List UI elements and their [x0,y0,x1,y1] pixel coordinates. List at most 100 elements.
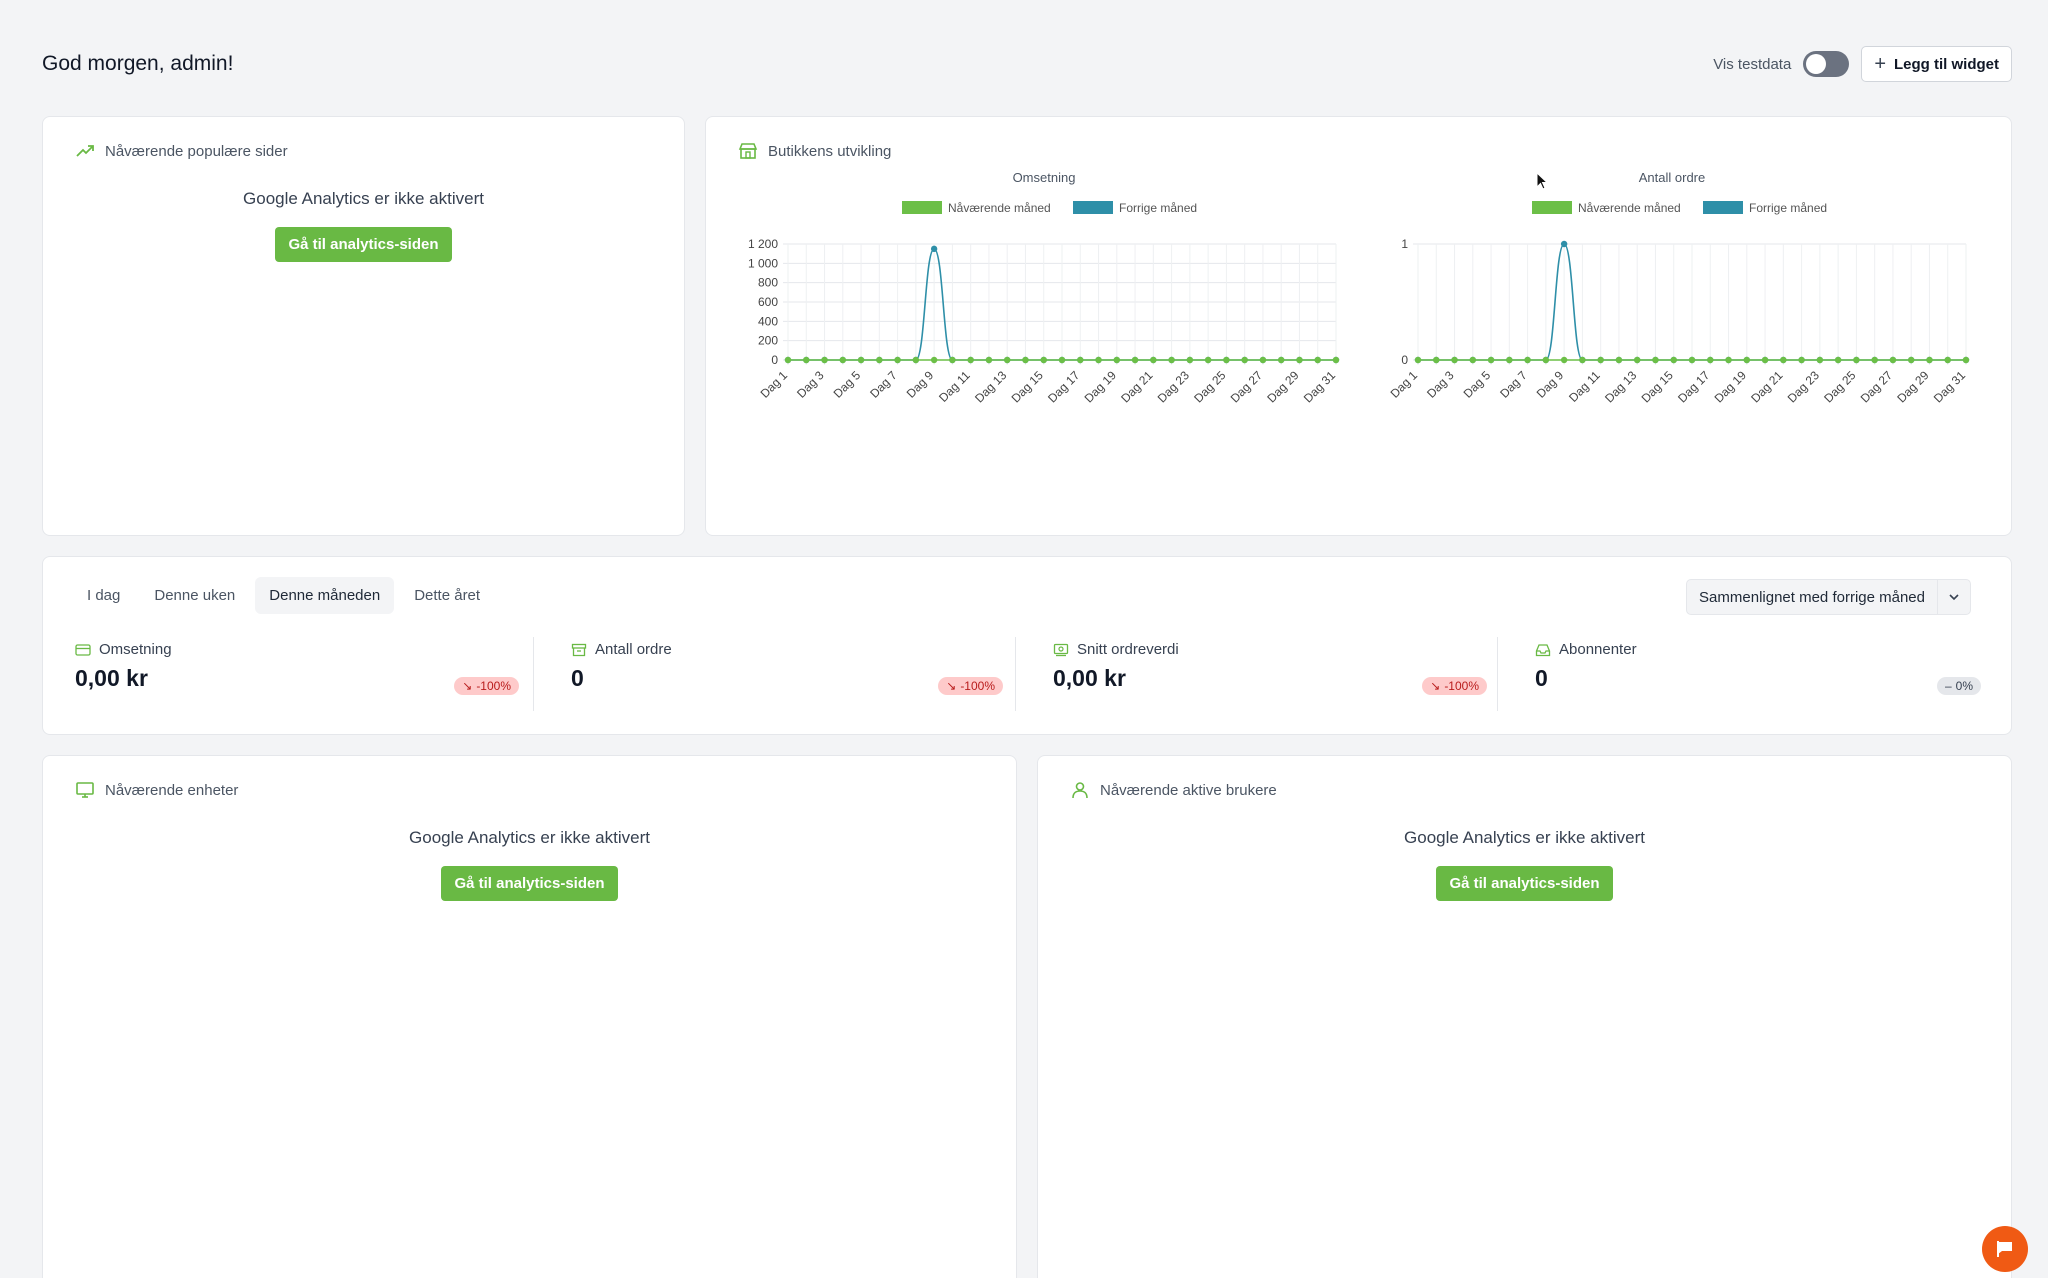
data-point [1095,356,1102,364]
stat-label: Snitt ordreverdi [1077,641,1179,658]
stat-value: 0 [571,665,584,691]
change-value: 0% [1955,679,1973,693]
data-point [1597,356,1604,364]
legend-label: Forrige måned [1119,201,1197,215]
test-data-toggle[interactable] [1803,51,1850,77]
x-tick-label: Dag 27 [1228,368,1265,405]
stats-row: Omsetning 0,00 kr ↘ -100% Antall ordre 0 … [43,631,2011,711]
data-point [1040,356,1047,364]
x-tick-label: Dag 23 [1155,368,1192,405]
card-title: Nåværende aktive brukere [1100,781,1277,799]
data-point [1022,356,1029,364]
data-point [1853,356,1860,364]
data-point [1241,356,1248,364]
x-tick-label: Dag 5 [831,368,864,401]
x-tick-label: Dag 15 [1639,368,1676,405]
data-point [1314,356,1321,364]
y-tick-label: 1 000 [748,256,778,270]
add-widget-button[interactable]: + Legg til widget [1861,46,2012,82]
x-tick-label: Dag 3 [794,368,827,401]
tab-this-year[interactable]: Dette året [414,587,481,604]
x-tick-label: Dag 17 [1675,368,1712,405]
data-point [1962,356,1970,364]
stat-avg-order-value: Snitt ordreverdi 0,00 kr ↘ -100% [1053,631,1487,705]
x-tick-label: Dag 7 [1497,368,1530,401]
data-point [930,245,938,253]
ga-disabled-message: Google Analytics er ikke aktivert [243,189,484,208]
data-point [1168,356,1175,364]
x-tick-label: Dag 9 [1534,368,1567,401]
data-point [1259,356,1267,364]
y-tick-label: 800 [758,276,778,290]
x-tick-label: Dag 19 [1712,368,1749,405]
data-point [1296,356,1303,364]
x-tick-label: Dag 5 [1461,368,1494,401]
legend-label: Nåværende måned [1578,201,1681,215]
data-point [1150,356,1157,364]
legend-swatch [1073,201,1113,214]
data-point [1204,356,1212,364]
y-tick-label: 1 [1401,237,1408,251]
go-to-analytics-button[interactable]: Gå til analytics-siden [1436,866,1613,901]
user-icon [1072,782,1088,799]
change-value: -100% [960,679,995,693]
compare-label: Sammenlignet med forrige måned [1687,580,1938,614]
x-tick-label: Dag 17 [1045,368,1082,405]
x-tick-label: Dag 7 [867,368,900,401]
x-tick-label: Dag 25 [1821,368,1858,405]
data-point [1433,356,1440,364]
x-tick-label: Dag 13 [972,368,1009,405]
go-to-analytics-button[interactable]: Gå til analytics-siden [275,227,452,262]
data-point [876,356,883,364]
trend-down-icon: ↘ [946,679,957,693]
page-header: God morgen, admin! Vis testdata + Legg t… [42,44,2012,84]
compare-select[interactable]: Sammenlignet med forrige måned [1686,579,1971,615]
data-point [1652,356,1659,364]
data-point [1670,356,1677,364]
data-point [1889,356,1897,364]
x-tick-label: Dag 23 [1785,368,1822,405]
chevron-down-icon[interactable] [1938,580,1970,614]
data-point [949,356,956,364]
x-tick-label: Dag 31 [1301,368,1338,405]
legend-label: Forrige måned [1749,201,1827,215]
data-point [1004,356,1011,364]
credit-card-icon [75,643,91,656]
tab-this-week[interactable]: Denne uken [154,587,236,604]
data-point [803,356,810,364]
data-point [1560,356,1568,364]
greeting: God morgen, admin! [42,52,234,75]
tab-today[interactable]: I dag [87,587,121,604]
data-point [1414,356,1422,364]
popular-pages-card: Nåværende populære sider Google Analytic… [42,116,685,536]
change-badge: –0% [1936,677,1981,695]
data-point [1469,356,1476,364]
legend-item: Nåværende måned [1532,201,1681,215]
stat-label: Abonnenter [1559,641,1637,658]
chat-flag-icon [1997,1241,2012,1257]
tab-this-month[interactable]: Denne måneden [255,577,395,614]
y-tick-label: 0 [771,353,778,367]
card-title: Nåværende populære sider [105,142,288,160]
x-tick-label: Dag 27 [1858,368,1895,405]
change-badge: ↘ -100% [1422,677,1487,695]
data-point [1113,356,1120,364]
chat-button[interactable] [1982,1226,2028,1272]
divider [1015,637,1016,711]
trend-down-icon: ↘ [462,679,473,693]
data-point [1798,356,1805,364]
x-tick-label: Dag 9 [904,368,937,401]
data-point [1077,356,1084,364]
data-point [1743,356,1750,364]
chart-title-revenue: Omsetning [1012,170,1076,185]
data-point [1908,356,1915,364]
data-point [839,356,846,364]
data-point [1451,356,1458,364]
data-point [1725,356,1732,364]
data-point [967,356,974,364]
change-badge: ↘ -100% [454,677,519,695]
add-widget-label: Legg til widget [1894,55,1999,73]
go-to-analytics-button[interactable]: Gå til analytics-siden [441,866,618,901]
data-point [1579,356,1586,364]
